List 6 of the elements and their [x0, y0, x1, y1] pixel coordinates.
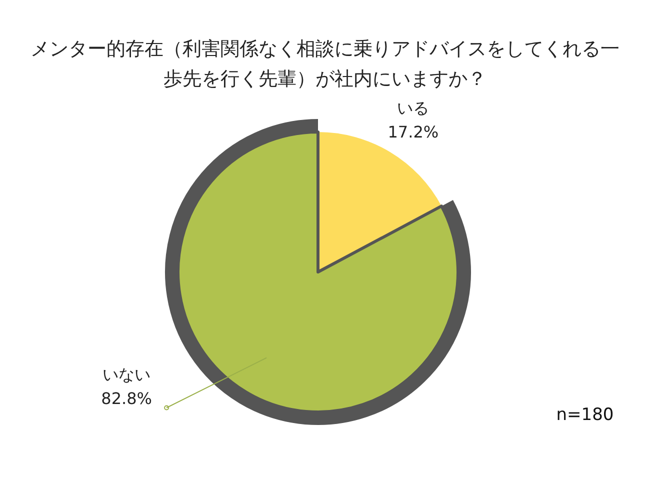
- slice-label: いない: [102, 364, 151, 384]
- text: n=180: [556, 405, 614, 425]
- slice-label: いる: [397, 98, 430, 118]
- title: メンター的存在（利害関係なく相談に乗りアドバイスをしてくれる一歩先を行く先輩）が社内にいますか？: [30, 37, 620, 92]
- data-label: 17.2%: [388, 122, 439, 142]
- data-label: 82.8%: [101, 388, 152, 408]
